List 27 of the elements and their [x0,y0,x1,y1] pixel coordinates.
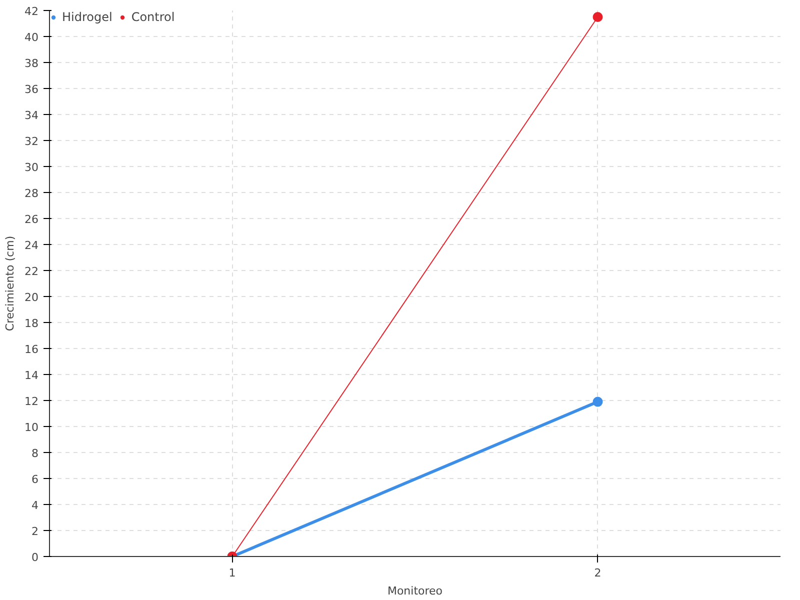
y-tick-label: 18 [24,317,39,330]
y-tick-label: 40 [24,31,39,44]
y-tick-label: 20 [24,291,39,304]
y-tick-label: 36 [24,83,39,96]
y-tick-label: 34 [24,109,39,122]
y-tick-label: 42 [24,5,39,18]
y-tick-label: 0 [32,551,38,564]
y-tick-label: 38 [24,57,39,70]
legend-label: Hidrogel [62,10,112,24]
y-tick-label: 28 [24,187,39,200]
y-tick-label: 30 [24,161,39,174]
y-tick-label: 16 [24,343,39,356]
x-tick-label: 1 [228,566,236,580]
y-axis-title: Crecimiento (cm) [4,236,17,332]
x-axis-title: Monitoreo [387,584,443,598]
y-tick-label: 10 [24,421,39,434]
y-tick-label: 12 [24,395,39,408]
y-tick-label: 32 [24,135,39,148]
legend-label: Control [131,10,175,24]
y-tick-label: 4 [32,499,38,512]
y-tick-label: 26 [24,213,39,226]
y-tick-label: 2 [32,525,38,538]
y-tick-label: 8 [32,447,38,460]
y-tick-label: 24 [24,239,39,252]
y-tick-label: 22 [24,265,39,278]
y-tick-label: 14 [24,369,39,382]
y-tick-label: 6 [32,473,38,486]
